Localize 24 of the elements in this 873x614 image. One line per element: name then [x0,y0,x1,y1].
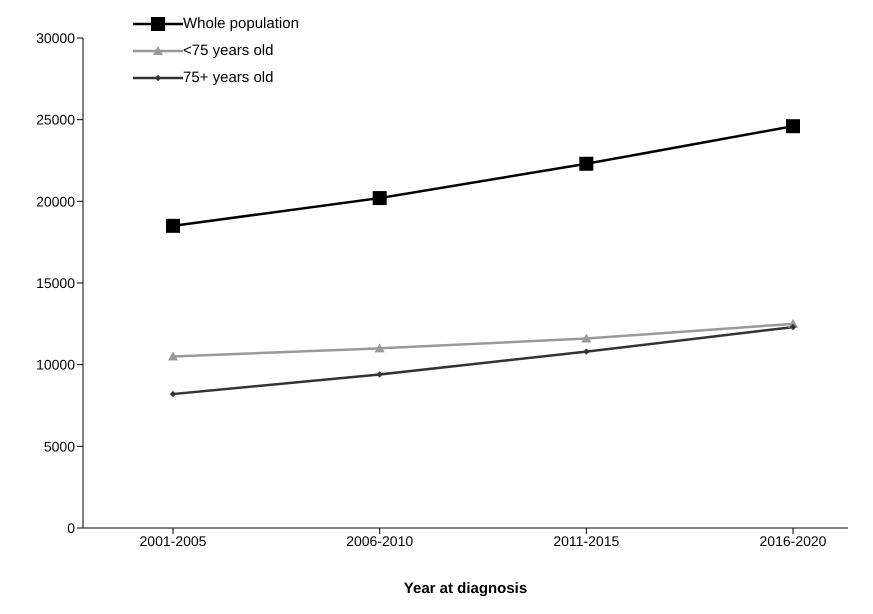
x-tick-label: 2016-2020 [760,532,827,549]
x-axis-title: Year at diagnosis [404,580,528,597]
point [581,334,592,343]
point [170,390,176,398]
point [790,324,796,330]
point [786,119,800,134]
y-tick-label: 20000 [36,193,76,210]
point [372,191,387,206]
point [579,156,594,171]
point [166,218,180,233]
x-tick-label: 2011-2015 [553,532,620,549]
legend-label: Whole population [183,15,299,32]
legend-label: <75 years old [183,42,274,59]
x-tick-label: 2001-2005 [140,532,207,549]
y-tick-label: 0 [67,520,76,536]
y-tick-label: 10000 [36,356,76,373]
legend-label: 75+ years old [183,69,274,86]
y-tick-label: 5000 [44,438,76,454]
y-tick-label: 25000 [36,112,76,128]
y-tick-label: 15000 [36,274,76,291]
point [374,343,385,352]
y-tick-label: 30000 [36,30,76,46]
x-tick-label: 2006-2010 [346,532,414,549]
point [168,352,178,360]
